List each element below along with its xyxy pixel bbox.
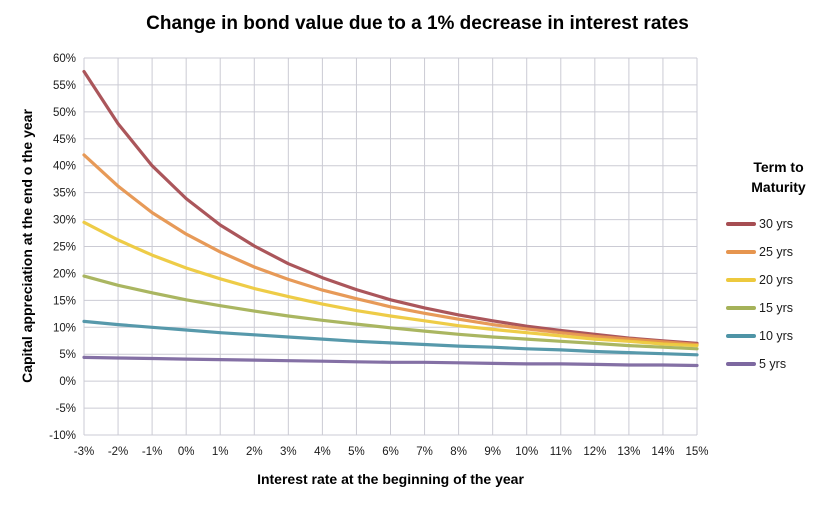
x-tick-label: 4% (314, 446, 331, 458)
x-tick-label: 0% (178, 446, 195, 458)
series-line-5-yrs (82, 355, 699, 368)
x-tick-label: 8% (450, 446, 467, 458)
x-tick-label: 11% (550, 446, 572, 458)
legend-label-25-yrs: 25 yrs (759, 245, 794, 260)
series-line-20-yrs (82, 220, 699, 348)
legend-item-20-yrs: 20 yrs (726, 266, 831, 294)
x-axis-title: Interest rate at the beginning of the ye… (257, 471, 524, 487)
x-tick-label: 3% (280, 446, 297, 458)
legend-label-10-yrs: 10 yrs (759, 329, 794, 344)
legend-swatch-30-yrs (726, 222, 756, 227)
legend-label-5-yrs: 5 yrs (759, 357, 787, 372)
y-tick-label: 45% (53, 134, 76, 146)
y-tick-label: 55% (53, 80, 76, 92)
legend-item-15-yrs: 15 yrs (726, 294, 831, 322)
y-tick-label: -5% (56, 403, 76, 415)
legend-label-20-yrs: 20 yrs (759, 273, 794, 288)
y-tick-label: 25% (53, 242, 76, 254)
y-tick-label: 0% (59, 376, 76, 388)
y-tick-label: -10% (49, 430, 76, 442)
legend-item-30-yrs: 30 yrs (726, 210, 831, 238)
chart-title: Change in bond value due to a 1% decreas… (146, 13, 689, 34)
y-tick-label: 10% (53, 322, 76, 334)
x-tick-label: 5% (348, 446, 365, 458)
series-line-15-yrs (82, 274, 699, 351)
series-line-25-yrs (82, 153, 699, 347)
legend-title: Term to Maturity (751, 159, 806, 195)
legend-swatch-5-yrs (726, 362, 756, 367)
x-tick-label: 9% (484, 446, 501, 458)
x-tick-label: 7% (416, 446, 433, 458)
legend-item-25-yrs: 25 yrs (726, 238, 831, 266)
legend-swatch-15-yrs (726, 306, 756, 311)
legend-swatch-10-yrs (726, 334, 756, 339)
x-tick-label: -1% (142, 446, 162, 458)
legend-swatch-20-yrs (726, 278, 756, 283)
x-tick-label: -2% (108, 446, 128, 458)
y-tick-label: 60% (53, 53, 76, 65)
series-line-10-yrs (82, 319, 699, 357)
y-tick-label: 50% (53, 107, 76, 119)
legend-entries: 30 yrs 25 yrs 20 yrs 15 yrs 10 yrs 5 yrs (726, 210, 831, 378)
x-tick-label: 1% (212, 446, 229, 458)
x-tick-label: 10% (515, 446, 538, 458)
x-tick-label: 15% (685, 446, 708, 458)
x-tick-label: 12% (583, 446, 606, 458)
y-tick-label: 20% (53, 268, 76, 280)
legend-item-5-yrs: 5 yrs (726, 350, 831, 378)
x-tick-label: 2% (246, 446, 263, 458)
x-tick-label: 14% (651, 446, 674, 458)
x-tick-label: -3% (74, 446, 94, 458)
legend-item-10-yrs: 10 yrs (726, 322, 831, 350)
y-tick-label: 15% (53, 295, 76, 307)
chart-legend: Term to Maturity 30 yrs 25 yrs 20 yrs 15 yr… (726, 158, 831, 378)
legend-label-15-yrs: 15 yrs (759, 301, 794, 316)
x-tick-label: 13% (617, 446, 640, 458)
y-tick-label: 30% (53, 215, 76, 227)
legend-label-30-yrs: 30 yrs (759, 217, 794, 232)
y-tick-label: 40% (53, 161, 76, 173)
series-line-30-yrs (82, 69, 699, 345)
x-tick-label: 6% (382, 446, 399, 458)
legend-swatch-25-yrs (726, 250, 756, 255)
y-tick-label: 5% (59, 349, 76, 361)
y-tick-label: 35% (53, 188, 76, 200)
